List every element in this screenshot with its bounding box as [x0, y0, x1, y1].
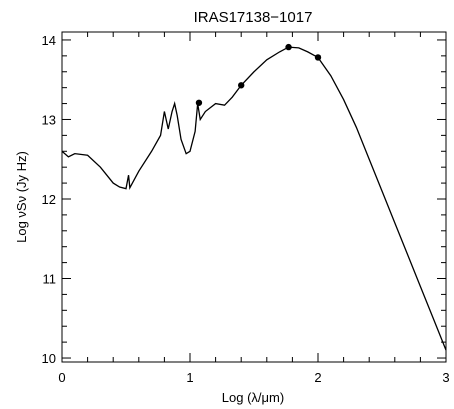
chart-title: IRAS17138−1017 — [194, 9, 313, 26]
x-axis-ticks: 0 1 2 3 — [58, 32, 450, 385]
y-tick-label: 10 — [42, 351, 56, 366]
y-tick-label: 14 — [42, 33, 56, 48]
sed-model-line — [61, 46, 447, 351]
y-tick-label: 13 — [42, 112, 56, 127]
y-tick-label: 11 — [43, 272, 57, 287]
x-tick-label: 2 — [314, 370, 321, 385]
y-axis-ticks: 10 11 12 13 14 — [42, 33, 446, 366]
data-point — [238, 82, 245, 89]
data-point — [314, 54, 322, 61]
x-tick-label: 0 — [58, 370, 65, 385]
y-tick-label: 12 — [42, 192, 56, 207]
x-axis-title: Log (λ/μm) — [222, 390, 284, 405]
plot-frame — [61, 31, 447, 363]
data-point — [195, 99, 203, 106]
x-tick-label: 3 — [442, 370, 449, 385]
x-tick-label: 1 — [186, 370, 193, 385]
data-point — [285, 43, 292, 51]
y-axis-title: Log νSν (Jy Hz) — [14, 151, 29, 243]
series-layer — [61, 43, 447, 351]
